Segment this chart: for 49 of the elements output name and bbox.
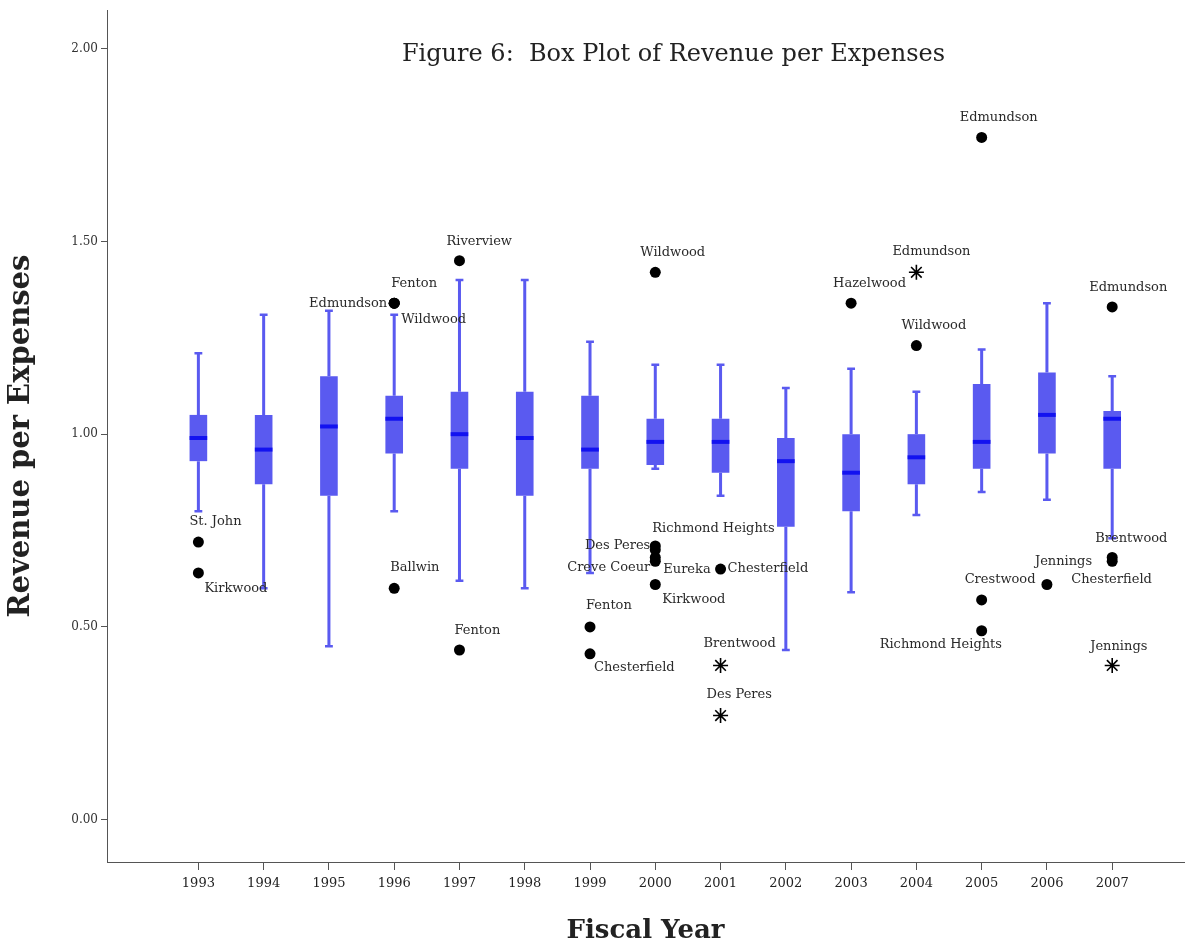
x-tick-label: 1996 [377, 875, 411, 891]
x-axis-title: Fiscal Year [566, 914, 725, 945]
x-tick-label: 2005 [965, 875, 999, 891]
annotation: Jennings [1088, 637, 1148, 653]
x-tick-label: 1998 [508, 875, 542, 891]
x-tick-label: 1993 [181, 875, 215, 891]
annotation: Kirkwood [204, 580, 268, 596]
x-tick-label: 1997 [442, 875, 477, 891]
annotation: St. John [189, 513, 243, 529]
annotation: Fenton [586, 597, 633, 613]
annotation: Wildwood [901, 316, 967, 332]
x-tick-label: 2007 [1095, 875, 1129, 891]
annotation: Hazelwood [833, 274, 906, 290]
x-tick-label: 2001 [704, 875, 738, 891]
x-tick-label: 2004 [899, 875, 933, 891]
annotation: Edmundson [959, 108, 1039, 124]
annotation: Jennings [1032, 552, 1093, 568]
x-tick-label: 2006 [1030, 875, 1064, 891]
x-tick-label: 1995 [312, 875, 346, 891]
annotation: Chesterfield [594, 659, 675, 675]
annotation: Richmond Heights [652, 520, 775, 536]
annotation: Ballwin [390, 558, 441, 574]
y-tick-label: 1.50 [71, 233, 98, 248]
y-tick-label: 0.50 [71, 619, 98, 634]
x-tick-label: 1999 [573, 875, 607, 891]
annotation: Fenton [391, 274, 438, 290]
x-tick-label: 2002 [769, 875, 803, 891]
y-tick-label: 2.00 [71, 40, 98, 55]
annotation: Edmundson [1089, 279, 1168, 295]
annotation: Wildwood [640, 243, 706, 259]
annotation: Richmond Heights [879, 636, 1003, 652]
y-tick-label: 1.00 [71, 426, 98, 441]
annotation: Eureka [663, 560, 711, 576]
annotation: Des Peres [706, 685, 772, 701]
annotation: Fenton [454, 622, 501, 638]
text: Figure 6: Box Plot of Revenue per Expenses [401, 39, 946, 68]
x-tick-label: 1994 [247, 875, 281, 891]
x-tick-label: 2003 [834, 875, 868, 891]
annotation: Kirkwood [662, 590, 726, 606]
annotation: Edmundson [309, 294, 388, 310]
annotation: Edmundson [892, 242, 972, 258]
x-tick-label: 2000 [638, 875, 672, 891]
annotation: Crestwood [964, 571, 1036, 587]
y-axis-title: Revenue per Expenses [1, 254, 36, 618]
annotation: Brentwood [1095, 529, 1168, 545]
y-tick-label: 0.00 [71, 811, 98, 826]
annotation: Chesterfield [1071, 570, 1152, 586]
annotation: Brentwood [703, 634, 776, 650]
annotation: Riverview [446, 233, 512, 249]
